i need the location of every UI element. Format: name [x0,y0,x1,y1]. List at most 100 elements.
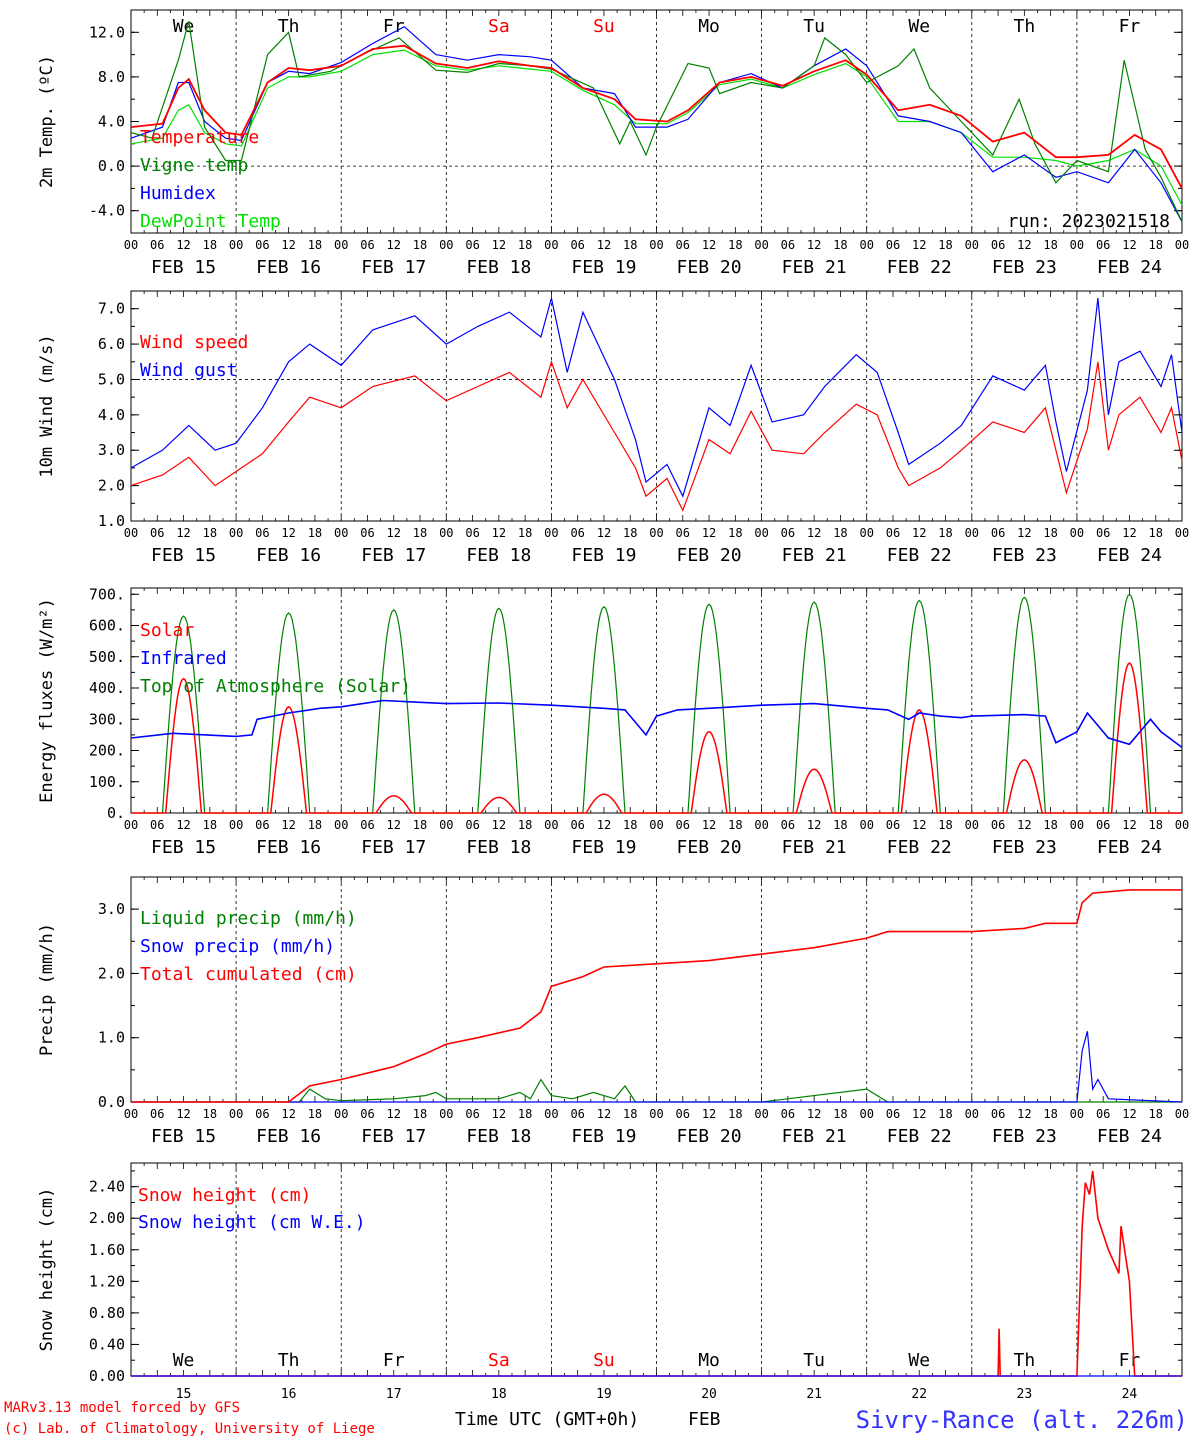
y-tick-label: 400. [89,679,125,697]
hour-tick-label: 18 [203,526,217,540]
y-tick-label: 3.0 [98,900,125,918]
series-line-infrared [130,699,1183,749]
hour-tick-label: 00 [754,238,768,252]
legend-entry: Top of Atmosphere (Solar) [140,676,411,697]
y-tick-label: 500. [89,648,125,666]
hour-tick-label: 12 [176,818,190,832]
date-label: FEB 16 [256,837,321,858]
legend-entry: Humidex [140,183,216,204]
hour-tick-label: 00 [859,818,873,832]
date-label: FEB 24 [1097,257,1162,278]
hour-tick-label: 00 [649,238,663,252]
hour-tick-label: 06 [886,818,900,832]
weekday-label: Th [278,1350,300,1371]
day-number-label: 22 [911,1387,927,1402]
hour-tick-label: 18 [518,238,532,252]
legend-entry: Wind gust [140,360,238,381]
hour-tick-label: 00 [544,238,558,252]
series-line-solar [131,661,1182,814]
hour-tick-label: 06 [465,238,479,252]
hour-tick-label: 18 [413,1107,427,1121]
hour-tick-label: 18 [938,238,952,252]
date-label: FEB 23 [992,257,1057,278]
date-label: FEB 19 [571,257,636,278]
y-tick-label: 2.40 [89,1178,125,1196]
hour-tick-label: 18 [518,818,532,832]
date-label: FEB 21 [782,545,847,566]
hour-tick-label: 06 [781,1107,795,1121]
day-number-label: 24 [1122,1387,1138,1402]
station-label: Sivry-Rance (alt. 226m) [856,1406,1188,1434]
hour-tick-label: 00 [1175,526,1189,540]
hour-tick-label: 12 [597,818,611,832]
hour-tick-label: 18 [728,1107,742,1121]
hour-tick-label: 12 [597,238,611,252]
hour-tick-label: 12 [807,526,821,540]
hour-tick-label: 06 [150,526,164,540]
hour-tick-label: 00 [965,238,979,252]
hour-tick-label: 12 [807,818,821,832]
hour-tick-label: 12 [281,526,295,540]
hour-tick-label: 00 [439,238,453,252]
day-number-label: 16 [281,1387,297,1402]
hour-tick-label: 00 [754,818,768,832]
y-tick-label: 2.0 [98,477,125,495]
hour-tick-label: 00 [544,818,558,832]
weekday-label: Su [593,1350,615,1371]
hour-tick-label: 00 [124,238,138,252]
date-label: FEB 24 [1097,545,1162,566]
hour-tick-label: 00 [649,526,663,540]
date-label: FEB 15 [151,257,216,278]
hour-tick-label: 06 [255,1107,269,1121]
hour-tick-label: 06 [676,238,690,252]
legend-entry: Wind speed [140,332,248,353]
hour-tick-label: 06 [255,818,269,832]
copyright-credit: (c) Lab. of Climatology, University of L… [4,1421,375,1437]
hour-tick-label: 12 [1017,1107,1031,1121]
chart-footer: MARv3.13 model forced by GFS (c) Lab. of… [4,1400,1188,1437]
weekday-label: Th [278,16,300,37]
hour-tick-label: 18 [518,1107,532,1121]
hour-tick-label: 06 [150,1107,164,1121]
hour-tick-label: 00 [1175,238,1189,252]
hour-tick-label: 00 [649,1107,663,1121]
legend-entry: Solar [140,620,194,641]
hour-tick-label: 00 [124,1107,138,1121]
hour-tick-label: 00 [229,1107,243,1121]
hour-tick-label: 18 [203,818,217,832]
hour-tick-label: 18 [623,238,637,252]
legend-entry: Snow precip (mm/h) [140,936,335,957]
hour-tick-label: 18 [308,818,322,832]
date-label: FEB 22 [887,1126,952,1147]
hour-tick-label: 00 [124,818,138,832]
weekday-label: Tu [803,1350,825,1371]
y-tick-label: 0.40 [89,1335,125,1353]
weekday-label: Th [1014,16,1036,37]
date-label: FEB 19 [571,545,636,566]
weekday-label: Tu [803,16,825,37]
legend-entry: Snow height (cm W.E.) [138,1212,366,1233]
model-credit: MARv3.13 model forced by GFS [4,1400,240,1416]
y-tick-label: 300. [89,710,125,728]
hour-tick-label: 18 [1148,238,1162,252]
hour-tick-label: 18 [308,526,322,540]
weekday-label: Fr [383,16,405,37]
y-tick-label: 0.80 [89,1304,125,1322]
hour-tick-label: 06 [570,818,584,832]
day-number-label: 15 [176,1387,192,1402]
date-label: FEB 20 [677,545,742,566]
hour-tick-label: 00 [439,1107,453,1121]
hour-tick-label: 18 [623,1107,637,1121]
hour-tick-label: 18 [833,1107,847,1121]
day-number-label: 20 [701,1387,717,1402]
time-axis-label: Time UTC (GMT+0h) [455,1409,639,1430]
day-number-label: 18 [491,1387,507,1402]
hour-tick-label: 18 [413,238,427,252]
hour-tick-label: 12 [492,1107,506,1121]
hour-tick-label: 00 [334,818,348,832]
date-label: FEB 20 [677,837,742,858]
hour-tick-label: 18 [413,526,427,540]
hour-tick-label: 18 [203,238,217,252]
hour-tick-label: 12 [597,526,611,540]
y-axis-label: Precip (mm/h) [37,923,57,1056]
